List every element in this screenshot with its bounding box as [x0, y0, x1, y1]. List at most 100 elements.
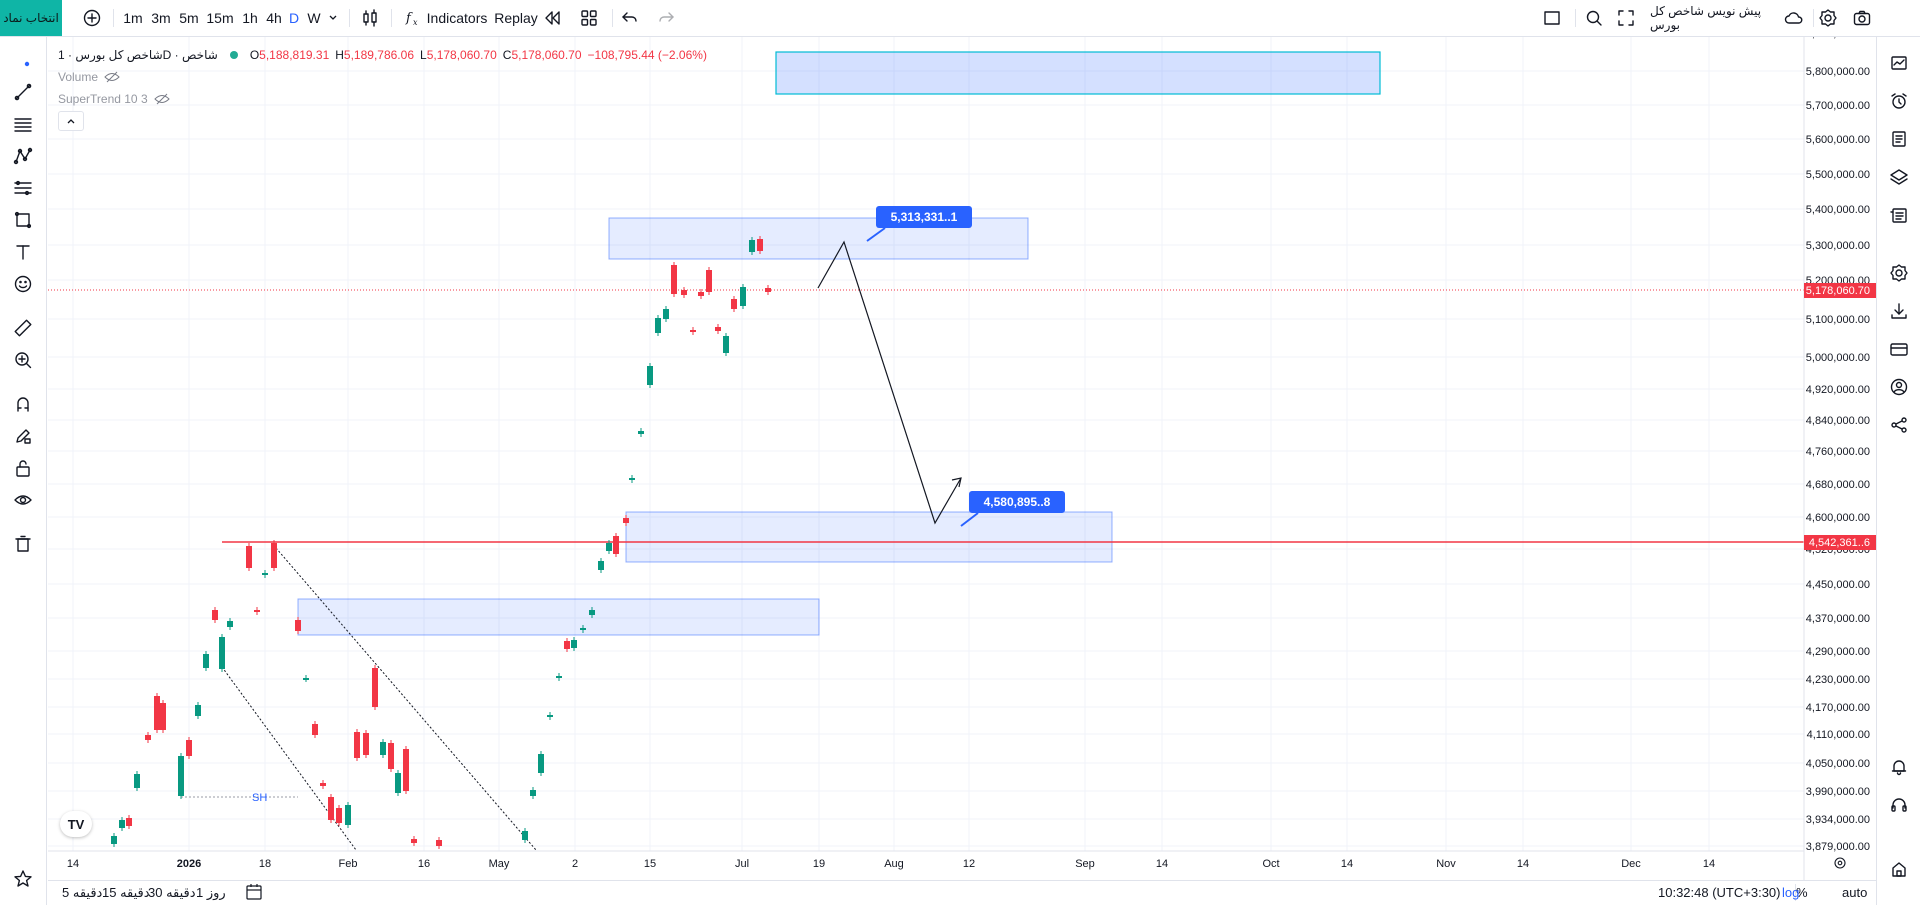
interval-4h[interactable]: 4h: [266, 10, 282, 26]
profile-button[interactable]: [1885, 373, 1913, 401]
eye-hidden-icon[interactable]: [153, 93, 170, 105]
lock-drawings-button[interactable]: [9, 454, 37, 482]
fib-tool-button[interactable]: [9, 174, 37, 202]
percent-scale-toggle[interactable]: %: [1796, 885, 1808, 900]
share-button[interactable]: [1885, 411, 1913, 439]
supertrend-legend-row[interactable]: SuperTrend 10 3: [58, 88, 707, 110]
lower-zone[interactable]: [297, 598, 820, 636]
settings-button[interactable]: [1816, 0, 1840, 36]
cursor-tool-button[interactable]: [9, 46, 37, 74]
alerts-button[interactable]: [1885, 87, 1913, 115]
layouts-button[interactable]: [577, 0, 601, 36]
emoji-tool-button[interactable]: [9, 270, 37, 298]
close-label: C: [502, 48, 512, 62]
shape-tool-button[interactable]: [9, 206, 37, 234]
zoom-tool-button[interactable]: [1582, 0, 1606, 36]
interval-w[interactable]: W: [307, 10, 321, 26]
cloud-save-button[interactable]: [1782, 0, 1806, 36]
zoom-in-tool-button[interactable]: [9, 346, 37, 374]
interval-1m[interactable]: 1m: [123, 10, 143, 26]
chart-pane[interactable]: SH 5,313,331..1 4,580,895..8 5,900,000.0…: [48, 37, 1876, 880]
notes-button[interactable]: [1885, 125, 1913, 153]
symbol-search-button[interactable]: انتخاب نماد: [0, 0, 62, 36]
volume-legend-row[interactable]: Volume: [58, 66, 707, 88]
trend-line-tool-button[interactable]: [9, 78, 37, 106]
target-high-callout[interactable]: 5,313,331..1: [866, 206, 972, 242]
tradingview-logo[interactable]: TV: [60, 811, 92, 837]
clock-timezone[interactable]: 10:32:48 (UTC+3:30): [1658, 885, 1781, 900]
range-1-day[interactable]: 1 روز: [196, 885, 226, 900]
text-tool-button[interactable]: [9, 238, 37, 266]
interval-15m[interactable]: 15m: [206, 10, 234, 26]
time-tick-label: 14: [67, 858, 79, 870]
ideas-button[interactable]: [1885, 855, 1913, 883]
snapshot-button[interactable]: [1850, 0, 1874, 36]
interval-d[interactable]: D: [288, 10, 300, 26]
low-value: 5,178,060.70: [426, 48, 497, 62]
object-tree-button[interactable]: [1885, 163, 1913, 191]
watchlist-button[interactable]: [1885, 49, 1913, 77]
horizontal-lines-tool-button[interactable]: [9, 110, 37, 138]
layout-name[interactable]: پیش نویس شاخص کل بورس: [1650, 4, 1762, 32]
magnet-tool-button[interactable]: [9, 390, 37, 418]
support-button[interactable]: [1885, 791, 1913, 819]
rectangle-tool-button[interactable]: [1540, 0, 1564, 36]
chart-type-button[interactable]: [358, 0, 382, 36]
top-rectangle-zone[interactable]: [775, 51, 1381, 95]
trading-panel-button[interactable]: [1885, 335, 1913, 363]
replay-button[interactable]: Replay: [494, 10, 538, 26]
range-30-minutes[interactable]: 30 دقیقه: [148, 885, 196, 900]
auto-scale-toggle[interactable]: auto: [1842, 885, 1868, 900]
log-scale-toggle[interactable]: log: [1782, 885, 1800, 900]
undo-button[interactable]: [618, 0, 642, 36]
price-tick-label: 4,920,000.00: [1806, 384, 1870, 396]
fullscreen-button[interactable]: [1614, 0, 1638, 36]
indicators-button[interactable]: Indicators: [426, 10, 488, 26]
projection-path[interactable]: [817, 240, 962, 525]
ruler-icon: [14, 319, 32, 337]
pattern-tool-button[interactable]: [9, 142, 37, 170]
range-5-minutes[interactable]: 5 دقیقه: [62, 885, 103, 900]
eye-hidden-icon[interactable]: [104, 71, 120, 83]
support-zone[interactable]: [625, 511, 1113, 563]
swing-high-label: SH: [252, 792, 267, 804]
measure-tool-button[interactable]: [9, 314, 37, 342]
candle: [134, 771, 140, 791]
time-tick-label: Dec: [1621, 858, 1641, 870]
candle: [589, 607, 595, 618]
remove-drawings-button[interactable]: [9, 530, 37, 558]
download-button[interactable]: [1885, 297, 1913, 325]
redo-button[interactable]: [654, 0, 678, 36]
news-button[interactable]: [1885, 201, 1913, 229]
layers-icon: [1890, 169, 1908, 185]
candle: [203, 651, 209, 671]
add-symbol-button[interactable]: [80, 0, 104, 36]
interval-dropdown-button[interactable]: [326, 0, 340, 36]
calendar-icon: [246, 884, 262, 900]
goto-date-button[interactable]: [244, 883, 264, 904]
notifications-button[interactable]: [1885, 753, 1913, 781]
chart-settings-button[interactable]: [1885, 259, 1913, 287]
collapse-legend-button[interactable]: [58, 111, 84, 131]
price-axis[interactable]: 5,900,000.00 5,800,000.00 5,700,000.00 5,60…: [1803, 37, 1876, 880]
candle: [715, 324, 721, 334]
hide-drawings-button[interactable]: [9, 486, 37, 514]
candle: [749, 237, 755, 255]
range-15-minutes[interactable]: 15 دقیقه: [102, 885, 150, 900]
candle: [195, 702, 201, 719]
symbol-title[interactable]: شاخص کل بورس · 1D · شاخص: [58, 48, 218, 62]
drawing-mode-button[interactable]: [9, 422, 37, 450]
candles: [111, 236, 771, 849]
candle: [219, 634, 225, 672]
target-low-callout[interactable]: 4,580,895..8: [960, 491, 1065, 527]
favorites-button[interactable]: [9, 865, 37, 893]
interval-5m[interactable]: 5m: [179, 10, 199, 26]
rectangle-shape-icon: [14, 211, 32, 229]
interval-3m[interactable]: 3m: [151, 10, 171, 26]
axis-settings-icon[interactable]: [1834, 857, 1846, 869]
channel-lines[interactable]: [181, 547, 537, 851]
interval-1h[interactable]: 1h: [242, 10, 258, 26]
time-axis[interactable]: 14 2026 18 Feb 16 May 2 15 Jul 19 Aug 12 Sep 14 Oct 14 N…: [48, 850, 1846, 870]
symbol-legend-row[interactable]: شاخص کل بورس · 1D · شاخص O 5,188,819.31 H…: [58, 44, 707, 66]
